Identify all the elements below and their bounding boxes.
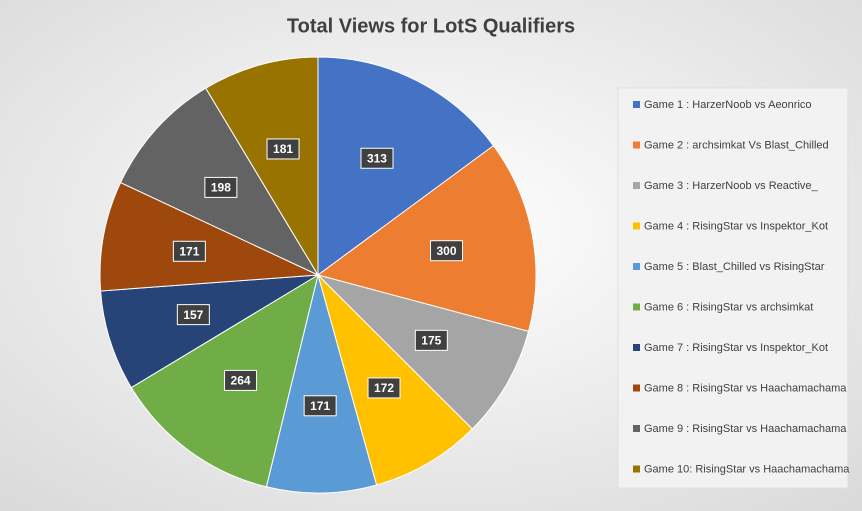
data-label: 157 (183, 308, 203, 322)
legend-swatch (633, 384, 640, 392)
pie-slice (316, 144, 537, 332)
legend-label: Game 1 : HarzerNoob vs Aeonrico (644, 99, 812, 111)
data-labels: 313 300 175 172 171 264 157 171 198 181 (172, 138, 464, 417)
legend: Game 1 : HarzerNoob vs Aeonrico Game 2 : … (633, 99, 850, 475)
data-label: 264 (231, 374, 251, 388)
data-label-box (414, 329, 448, 351)
data-label-box (360, 147, 394, 169)
legend-label: Game 10: RisingStar vs Haachamachama (644, 463, 850, 475)
legend-label: Game 2 : archsimkat Vs Blast_Chilled (644, 139, 829, 151)
legend-label: Game 5 : Blast_Chilled vs RisingStar (644, 261, 825, 273)
legend-swatch (633, 141, 640, 149)
data-label: 175 (421, 334, 441, 348)
legend-swatch (633, 344, 640, 351)
legend-swatch (633, 303, 640, 311)
data-label-box (172, 240, 206, 262)
pie-slice (205, 56, 319, 277)
pie-slice (99, 181, 320, 292)
data-label-box (224, 369, 258, 391)
data-label: 198 (211, 181, 231, 195)
data-label-box (303, 395, 337, 417)
data-label-box (176, 304, 210, 326)
legend-swatch (633, 465, 640, 473)
data-label-box (430, 240, 464, 262)
pie-slice (317, 56, 495, 276)
pie-slice (100, 274, 319, 389)
data-label: 300 (437, 244, 457, 258)
pie-slice (316, 274, 530, 430)
legend-swatch (633, 222, 640, 230)
data-label-box (266, 138, 300, 160)
data-label: 313 (367, 151, 387, 165)
chart-title: Total Views for LotS Qualifiers (287, 15, 575, 37)
legend-swatch (633, 263, 640, 270)
legend-label: Game 4 : RisingStar vs Inspektor_Kot (644, 220, 828, 232)
data-label: 181 (273, 142, 293, 156)
data-label: 171 (310, 399, 330, 413)
legend-swatch (633, 425, 640, 432)
legend-label: Game 3 : HarzerNoob vs Reactive_ (644, 180, 819, 192)
legend-label: Game 9 : RisingStar vs Haachamachama (644, 423, 847, 435)
legend-label: Game 6 : RisingStar vs archsimkat (644, 301, 813, 313)
data-label-box (204, 176, 238, 198)
legend-swatch (633, 182, 640, 189)
data-label: 171 (179, 244, 199, 258)
legend-label: Game 8 : RisingStar vs Haachamachama (644, 382, 847, 394)
legend-box (617, 87, 849, 489)
data-label-box (367, 377, 401, 399)
legend-swatch (633, 101, 640, 108)
pie (99, 56, 537, 494)
data-label: 172 (374, 381, 394, 395)
legend-label: Game 7 : RisingStar vs Inspektor_Kot (644, 342, 828, 354)
pie-slice (265, 273, 378, 494)
